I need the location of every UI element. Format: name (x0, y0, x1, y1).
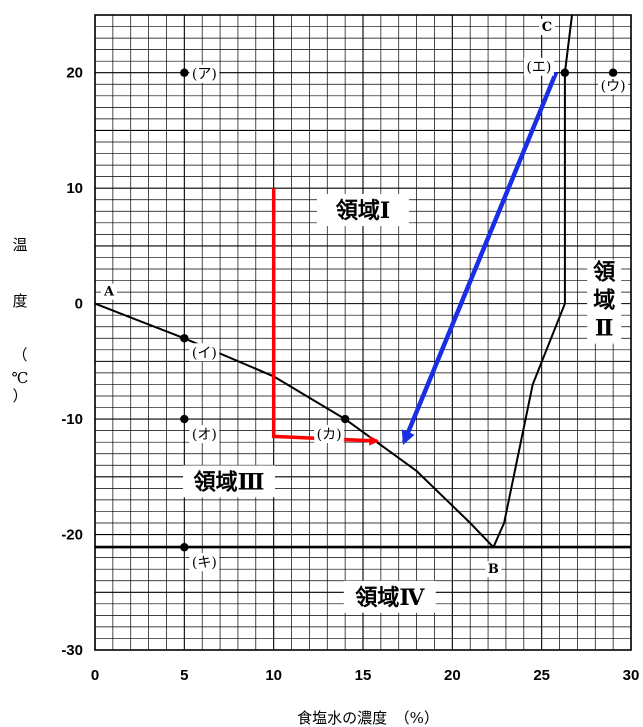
plot-border (94, 14, 632, 651)
y-tick-label: 10 (66, 180, 83, 197)
region-label-bg (317, 194, 409, 227)
point-label-bg (523, 57, 554, 76)
y-tick-label: 20 (66, 65, 83, 82)
red-arrow (271, 188, 380, 446)
point-label-bg (189, 553, 220, 572)
point-label-bg (189, 64, 220, 83)
region-label: 領域Ⅲ (194, 469, 265, 495)
data-point (340, 414, 350, 424)
point-label: (イ) (192, 345, 217, 361)
region-label-bg (587, 259, 622, 344)
x-tick-label: 25 (533, 667, 550, 684)
y-axis-label-char: 温 (12, 236, 27, 254)
freezing-point-curve (94, 302, 495, 548)
corner-label: C (542, 20, 552, 35)
corner-label: A (103, 285, 115, 300)
y-axis-label-char: （ (12, 346, 27, 364)
x-tick-label: 30 (623, 667, 640, 684)
corner-label: B (488, 562, 499, 577)
y-tick-label: -20 (61, 527, 83, 544)
region-label-char: Ⅱ (595, 316, 614, 342)
plot-frame (94, 14, 632, 651)
y-tick-label: -30 (61, 642, 83, 659)
point-label: (エ) (526, 60, 551, 76)
region-label: 領域Ⅰ (336, 198, 390, 224)
y-axis-label-char: 度 (12, 292, 27, 310)
data-point (560, 68, 570, 77)
x-tick-label: 15 (355, 667, 372, 684)
point-label-bg (598, 76, 629, 95)
region-label-bg (343, 580, 436, 613)
x-tick-label: 10 (265, 667, 282, 684)
point-label: (オ) (192, 427, 217, 443)
chart-labels: 0 5 10 15 20 25 30 20 10 0 -10 -20 -30 食塩水の濃度 （%） 温度 （ ℃… (12, 19, 640, 727)
x-tick-label: 5 (180, 667, 188, 684)
y-tick-label: 0 (75, 296, 83, 313)
grid-lines (94, 14, 632, 651)
region-label-char: 領 (593, 260, 616, 286)
blue-arrow (401, 71, 559, 445)
x-tick-label: 0 (91, 667, 99, 684)
region-label-bg (183, 465, 275, 498)
point-label-bg (189, 343, 220, 362)
x-tick-label: 20 (444, 667, 461, 684)
data-point (180, 543, 189, 552)
point-label-bg (314, 425, 345, 444)
data-point (180, 334, 189, 343)
y-tick-label: -10 (61, 411, 83, 428)
x-axis-label: 食塩水の濃度 （%） (297, 709, 439, 727)
corner-label-bg (101, 283, 117, 300)
point-label: (ウ) (601, 79, 626, 95)
point-label-bg (189, 425, 220, 444)
y-axis-label-char: ） (12, 387, 27, 405)
data-point (180, 68, 189, 77)
point-label: (ア) (192, 67, 217, 83)
data-point (180, 414, 189, 424)
solubility-curve (492, 14, 573, 548)
point-label: (カ) (317, 427, 342, 443)
data-points (180, 68, 618, 552)
data-point (608, 68, 618, 77)
point-label: (キ) (192, 555, 217, 571)
region-label: 領域Ⅳ (355, 585, 425, 611)
corner-label-bg (538, 19, 555, 35)
corner-label-bg (485, 561, 502, 578)
y-axis-label-char: ℃ (12, 369, 29, 387)
region-label-char: 域 (593, 288, 615, 314)
